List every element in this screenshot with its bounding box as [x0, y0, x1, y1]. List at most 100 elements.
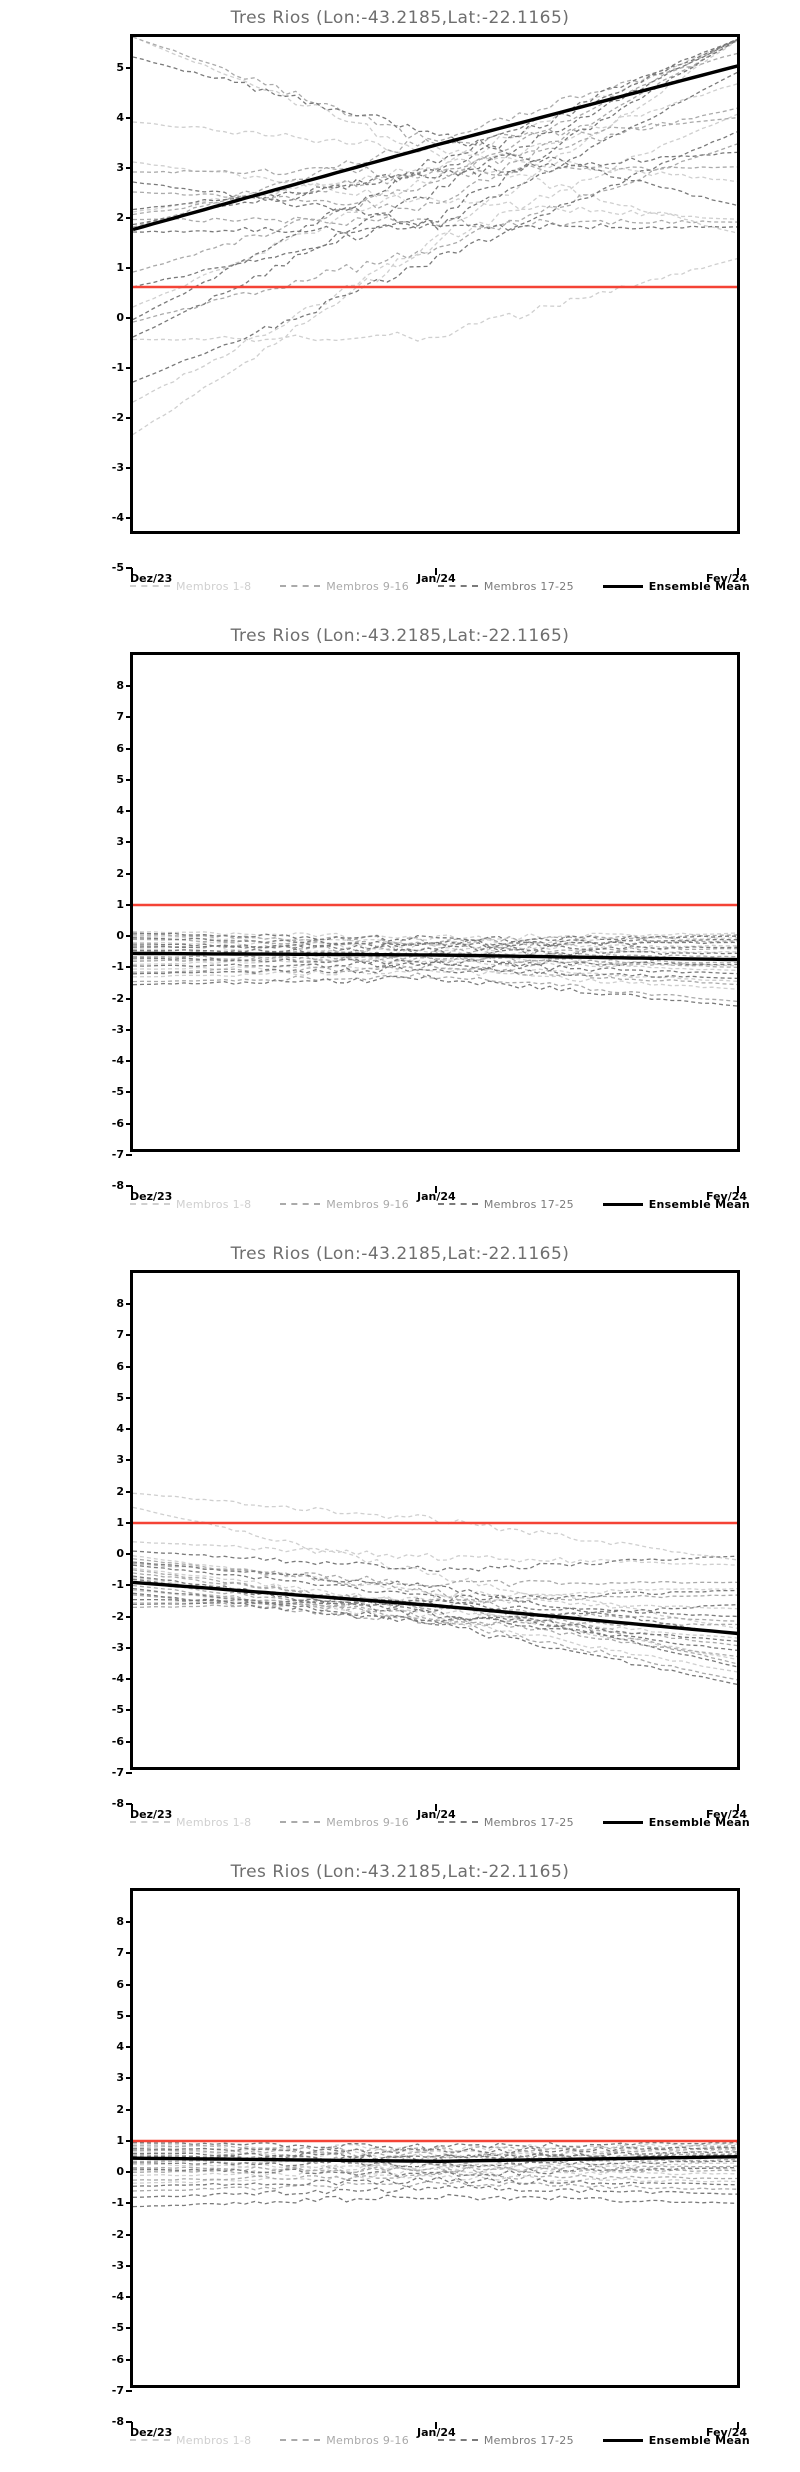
legend-item[interactable]: Membros 9-16 [280, 2434, 409, 2447]
legend-label: Membros 9-16 [326, 579, 410, 593]
legend-item[interactable]: Membros 9-16 [280, 580, 409, 593]
member-line [133, 38, 737, 226]
y-tick-mark [126, 1771, 132, 1774]
y-tick-mark [126, 117, 132, 119]
legend-solid-line-icon [602, 584, 643, 588]
page-title: Tres Rios (Lon:-43.2185,Lat:-22.1165) [230, 1862, 570, 1882]
member-line [133, 1577, 737, 1639]
y-tick-label: -2 [111, 411, 124, 424]
legend-dashed-line-icon [437, 2439, 478, 2441]
y-tick-label: 5 [116, 1390, 124, 1404]
x-tick-label: Fev/24 [706, 572, 748, 585]
plot-area: Anomalia de Temperatura Media a 2m (oC) … [112, 652, 747, 1203]
y-tick-mark [126, 1646, 132, 1649]
member-line [133, 2151, 737, 2160]
legend-item[interactable]: Membros 1-8 [130, 1816, 251, 1829]
y-tick-mark [126, 1334, 132, 1337]
legend-dashed-line-icon [280, 2439, 321, 2441]
x-tick-label: Jan/24 [417, 2426, 456, 2439]
legend-item[interactable]: Ensemble Mean [602, 1198, 750, 1211]
y-tick-label: -5 [111, 561, 124, 574]
y-tick-mark [126, 872, 132, 875]
plot-frame [130, 1270, 740, 1770]
legend-item[interactable]: Membros 17-25 [437, 1816, 574, 1829]
y-tick-label: 4 [116, 804, 124, 817]
y-tick-mark [126, 2296, 132, 2298]
y-tick-label: 4 [116, 2040, 124, 2053]
plot-area: Anomalia de Chuva (mm/dia) 543210-1-2-3-… [112, 34, 747, 585]
legend-item[interactable]: Membros 9-16 [280, 1198, 409, 1211]
y-tick-mark [126, 367, 132, 369]
legend-label: Ensemble Mean [648, 579, 750, 593]
y-tick-mark [126, 217, 132, 219]
y-tick-label: 5 [116, 61, 124, 74]
x-tick-mark [131, 568, 133, 575]
legend-item[interactable]: Ensemble Mean [602, 1816, 750, 1829]
y-tick-label: -5 [111, 2321, 124, 2335]
legend-item[interactable]: Membros 17-25 [437, 1197, 574, 1211]
legend-item[interactable]: Membros 9-16 [280, 1816, 409, 1829]
y-tick-mark [126, 747, 132, 750]
x-tick-label: Dez/23 [130, 2426, 173, 2439]
member-line [133, 2149, 737, 2160]
x-tick-label: Jan/24 [417, 1190, 456, 1203]
y-tick-label: -8 [111, 1797, 124, 1810]
y-tick-label: -1 [111, 2196, 124, 2210]
legend-label: Membros 17-25 [483, 1197, 574, 1211]
legend-item[interactable]: Membros 17-25 [437, 2433, 574, 2447]
member-line [133, 2166, 737, 2174]
legend-item[interactable]: Ensemble Mean [602, 579, 750, 593]
legend-label: Membros 9-16 [326, 2433, 410, 2447]
legend-dashed-line-icon [437, 1203, 478, 1205]
legend-label: Membros 1-8 [176, 2433, 252, 2447]
x-tick-mark [737, 1804, 739, 1811]
y-tick-mark [126, 1153, 132, 1156]
member-line [133, 1550, 737, 1573]
y-tick-label: -8 [111, 2415, 124, 2428]
member-line [133, 1578, 737, 1642]
member-line [133, 961, 737, 975]
y-tick-mark [126, 1553, 132, 1555]
y-tick-mark [126, 1428, 132, 1430]
legend-label: Membros 17-25 [483, 2433, 574, 2447]
y-tick-label: -5 [111, 1085, 124, 1099]
member-line [133, 38, 737, 213]
member-line [133, 215, 737, 228]
member-line [133, 2153, 737, 2164]
y-tick-mark [126, 997, 132, 1000]
member-line [133, 1584, 737, 1681]
y-tick-label: 5 [116, 772, 124, 786]
legend-dashed-line-icon [437, 585, 478, 587]
y-tick-label: 7 [116, 1946, 124, 1960]
legend-item[interactable]: Membros 17-25 [437, 579, 574, 593]
member-line [133, 948, 737, 958]
member-line [133, 2165, 737, 2175]
y-tick-label: 8 [116, 679, 124, 692]
y-tick-mark [126, 2171, 132, 2173]
legend: Membros 1-8 Membros 9-16 Membros 17-25 Ense… [130, 1812, 750, 1832]
y-tick-mark [126, 1028, 132, 1031]
legend-item[interactable]: Membros 1-8 [130, 580, 251, 593]
y-tick-label: 2 [116, 2102, 124, 2116]
y-tick-mark [126, 1740, 132, 1743]
legend-item[interactable]: Membros 1-8 [130, 2434, 251, 2447]
y-tick-mark [126, 1921, 132, 1923]
y-tick-label: -1 [111, 1578, 124, 1592]
legend-label: Membros 17-25 [483, 579, 574, 593]
legend-solid-line-icon [602, 1202, 643, 1206]
legend-item[interactable]: Ensemble Mean [602, 2434, 750, 2447]
member-line [133, 37, 737, 234]
y-tick-mark [126, 1615, 132, 1618]
y-tick-mark [126, 417, 132, 419]
plot-svg [133, 903, 737, 1007]
legend-dashed-line-icon [280, 1203, 321, 1205]
member-line [133, 1589, 737, 1605]
plot-svg [133, 37, 737, 436]
y-tick-mark [126, 716, 132, 719]
y-tick-label: -7 [111, 1765, 124, 1779]
y-tick-mark [126, 1185, 132, 1187]
legend-item[interactable]: Membros 1-8 [130, 1198, 251, 1211]
legend-solid-line-icon [602, 2438, 643, 2442]
y-tick-label: -8 [111, 1179, 124, 1192]
member-line [133, 1587, 737, 1624]
